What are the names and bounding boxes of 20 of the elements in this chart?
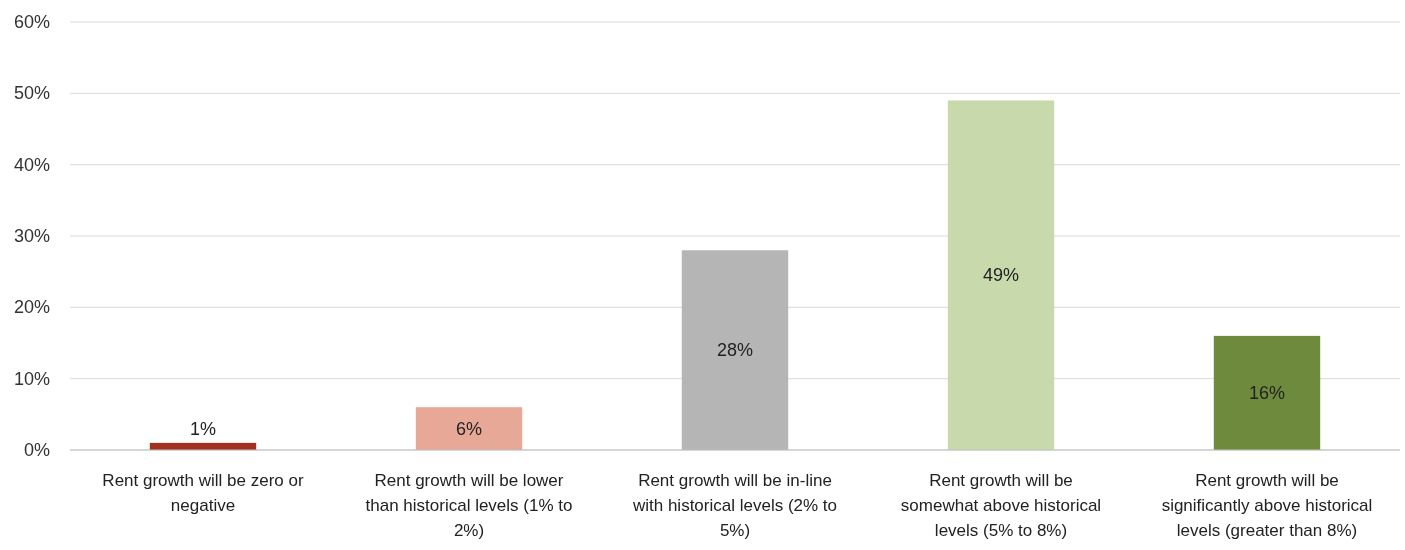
x-tick-label: Rent growth will be significantly above historical levels (greater than 8%) bbox=[1161, 471, 1373, 540]
data-label: 28% bbox=[716, 340, 754, 361]
data-label: 1% bbox=[189, 418, 217, 439]
x-tick-label: Rent growth will be somewhat above historical levels (5% to 8%) bbox=[900, 471, 1102, 540]
x-tick-label: Rent growth will be in-line with historical levels (2% to 5%) bbox=[631, 471, 838, 540]
y-tick-label: 10% bbox=[13, 368, 50, 389]
y-tick-label: 30% bbox=[13, 226, 50, 246]
data-label: 49% bbox=[982, 265, 1020, 286]
x-tick-label: Rent growth will be lower than historical levels (1% to 2%) bbox=[365, 471, 573, 540]
y-tick-label: 20% bbox=[13, 297, 50, 318]
bar bbox=[415, 407, 523, 450]
y-tick-label: 50% bbox=[13, 83, 50, 104]
data-label: 6% bbox=[455, 418, 483, 439]
x-tick-label: Rent growth will be zero or negative bbox=[102, 471, 304, 515]
y-tick-label: 40% bbox=[13, 154, 50, 175]
bar bbox=[947, 100, 1055, 450]
y-tick-label: 0% bbox=[23, 440, 50, 460]
data-label: 16% bbox=[1248, 382, 1286, 403]
bar bbox=[1213, 335, 1321, 450]
y-tick-label: 60% bbox=[13, 12, 50, 32]
